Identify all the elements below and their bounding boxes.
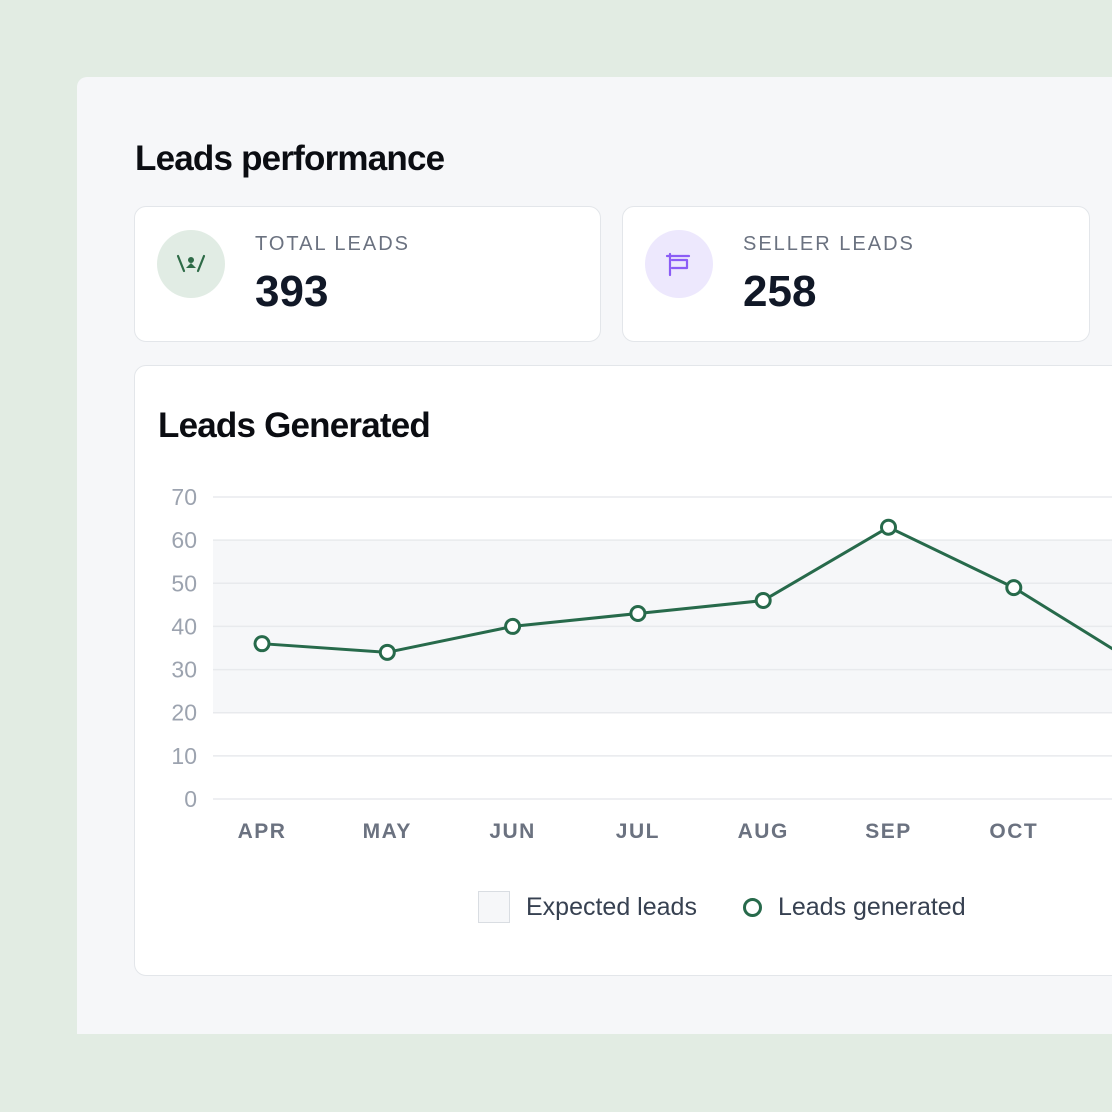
leads-generated-marker[interactable] (742, 897, 762, 917)
y-tick-label: 50 (171, 570, 197, 596)
expected-leads-legend-label[interactable]: Expected leads (526, 892, 697, 921)
chart-legend: Expected leads Leads generated (478, 891, 966, 923)
y-tick-label: 0 (184, 786, 197, 812)
leads-icon (157, 230, 225, 298)
data-point-sep[interactable] (880, 518, 897, 536)
leads-performance-panel: Leads performance TOTAL LEADS 393 (77, 77, 1112, 1034)
y-tick-label: 70 (171, 484, 197, 510)
data-point-apr[interactable] (253, 635, 271, 653)
page-title: Leads performance (135, 139, 445, 178)
expected-leads-swatch[interactable] (478, 891, 510, 923)
x-tick-jun: JUN (489, 820, 536, 843)
data-point-jul[interactable] (629, 604, 647, 622)
leads-line-chart: 010203040506070APRMAYJUNJULAUGSEPOCTNOV (171, 484, 1112, 843)
total-leads-label: TOTAL LEADS (255, 233, 411, 255)
x-tick-jul: JUL (616, 820, 660, 843)
y-tick-label: 30 (171, 657, 197, 683)
data-point-oct[interactable] (1005, 579, 1023, 597)
x-tick-may: MAY (363, 820, 412, 843)
chart-title: Leads Generated (158, 406, 431, 445)
total-leads-value: 393 (255, 267, 329, 316)
seller-leads-label: SELLER LEADS (743, 233, 915, 255)
y-tick-label: 20 (171, 700, 197, 726)
data-point-jun[interactable] (504, 617, 522, 635)
leads-generated-line (261, 525, 1112, 654)
x-tick-apr: APR (238, 820, 287, 843)
seller-leads-value: 258 (743, 267, 817, 316)
data-point-aug[interactable] (754, 592, 772, 610)
y-tick-label: 60 (171, 527, 197, 553)
x-tick-sep: SEP (865, 820, 912, 843)
leads-generated-legend-label[interactable]: Leads generated (777, 892, 966, 921)
seller-leads-card[interactable]: SELLER LEADS 258 (622, 206, 1090, 342)
x-tick-oct: OCT (989, 820, 1038, 843)
y-tick-label: 40 (171, 613, 197, 639)
data-point-may[interactable] (378, 643, 396, 661)
flag-icon-bg (645, 230, 713, 298)
x-tick-aug: AUG (738, 820, 789, 843)
y-tick-label: 10 (171, 743, 197, 769)
total-leads-card[interactable]: TOTAL LEADS 393 (134, 206, 601, 342)
leads-generated-card: Leads Generated 0 10 20 30 40 50 60 70 APR MAY JUN… (134, 365, 1112, 976)
flag-icon (645, 230, 713, 298)
